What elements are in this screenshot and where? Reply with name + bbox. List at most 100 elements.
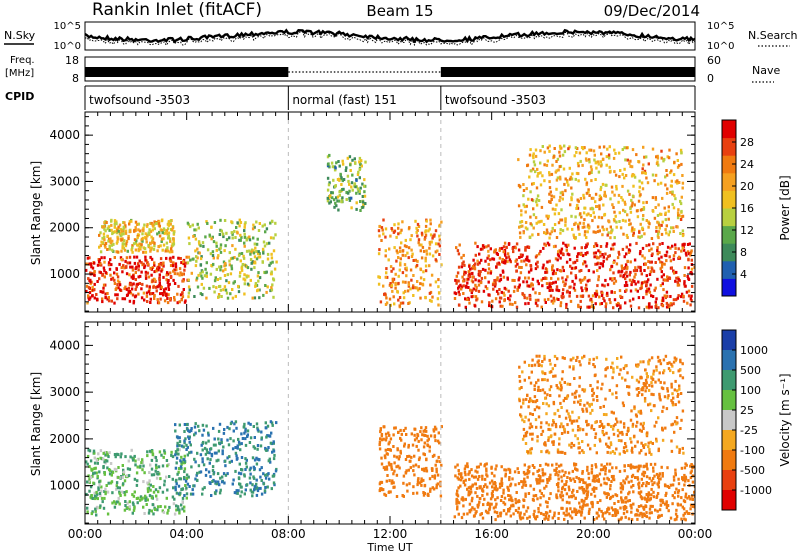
data-cell-power-6 [664,211,667,215]
data-cell-power-5 [555,285,559,289]
data-cell-velocity-0 [147,511,151,515]
data-cell-power-4 [414,258,417,262]
data-cell-power-2 [219,268,222,272]
data-cell-power-5 [657,257,661,261]
data-cell-power-5 [663,294,666,298]
data-cell-velocity-0 [171,477,174,481]
data-cell-velocity-0 [100,496,104,500]
data-cell-velocity-3 [631,473,635,477]
data-cell-power-4 [401,249,405,253]
data-cell-velocity-1 [201,433,204,437]
data-cell-power-5 [626,265,629,269]
data-cell-power-2 [243,222,247,226]
data-cell-power-4 [390,284,394,288]
data-cell-velocity-4 [630,409,633,413]
data-cell-velocity-3 [639,464,642,468]
data-cell-velocity-0 [145,496,148,500]
data-cell-velocity-1 [215,459,218,463]
data-cell-power-2 [271,260,274,264]
data-cell-velocity-0 [135,497,139,500]
data-cell-velocity-0 [101,500,104,504]
data-cell-power-1 [169,219,173,223]
data-cell-power-6 [582,221,585,225]
data-cell-velocity-0 [181,507,184,511]
data-cell-power-1 [116,250,119,254]
data-cell-velocity-2 [396,447,399,451]
data-cell-velocity-4 [642,446,646,449]
data-cell-velocity-3 [635,513,639,517]
data-cell-power-6 [677,213,680,217]
data-cell-velocity-4 [602,404,605,408]
data-cell-velocity-0 [125,490,128,494]
data-cell-power-0 [167,293,170,297]
data-cell-power-1 [112,242,115,246]
data-cell-velocity-0 [135,483,139,487]
data-cell-power-5 [605,293,609,297]
data-cell-velocity-0 [142,464,145,468]
data-cell-velocity-3 [581,486,584,489]
data-cell-power-3 [358,168,361,171]
data-cell-velocity-0 [99,449,103,453]
data-cell-power-6 [564,189,567,193]
data-cell-velocity-3 [620,490,623,494]
data-cell-power-2 [243,282,246,286]
data-cell-velocity-2 [423,453,426,457]
data-cell-velocity-3 [508,476,511,479]
data-cell-power-5 [569,299,573,303]
data-cell-power-6 [628,192,631,196]
data-cell-power-6 [569,175,573,179]
data-cell-velocity-3 [574,496,577,500]
data-cell-power-1 [149,221,152,225]
data-cell-velocity-0 [88,489,91,493]
data-cell-velocity-0 [102,465,105,468]
data-cell-power-2 [253,255,257,259]
data-cell-power-2 [239,259,242,263]
data-cell-power-5 [493,279,497,283]
data-cell-velocity-2 [417,439,420,443]
data-cell-velocity-3 [619,486,622,490]
data-cell-power-6 [626,158,629,162]
data-cell-power-2 [262,249,265,253]
data-cell-velocity-3 [672,478,676,482]
data-cell-power-5 [551,301,555,305]
data-cell-velocity-3 [657,483,660,487]
data-cell-power-2 [261,260,264,264]
data-cell-power-5 [498,288,501,291]
data-cell-power-5 [528,259,531,263]
data-cell-power-6 [517,158,520,162]
data-cell-velocity-1 [244,437,247,441]
data-cell-power-6 [638,185,641,189]
data-cell-power-5 [562,295,565,299]
data-cell-velocity-2 [412,485,415,489]
data-cell-power-6 [564,223,567,227]
data-cell-power-6 [563,150,567,154]
data-cell-power-6 [641,217,645,221]
data-cell-velocity-1 [182,445,185,449]
data-cell-power-6 [529,148,532,152]
data-cell-power-3 [357,170,360,174]
data-cell-velocity-3 [466,512,469,516]
data-cell-power-5 [594,302,597,306]
freq-unit: [MHz] [5,68,34,79]
data-cell-velocity-0 [139,495,143,499]
data-cell-velocity-4 [602,433,606,437]
data-cell-power-6 [680,151,683,155]
data-cell-power-5 [546,286,549,290]
data-cell-velocity-3 [688,512,691,515]
data-cell-power-4 [431,254,435,258]
data-cell-power-2 [219,246,222,250]
data-cell-velocity-3 [603,481,606,485]
data-cell-velocity-0 [98,506,102,510]
data-cell-power-6 [577,172,580,176]
data-cell-power-5 [587,269,591,273]
data-cell-velocity-0 [150,458,154,462]
data-cell-power-6 [631,148,635,152]
data-cell-power-2 [265,242,269,246]
data-cell-velocity-1 [221,449,224,453]
data-cell-velocity-3 [592,474,595,478]
data-cell-power-5 [511,302,514,306]
data-cell-power-0 [152,285,155,289]
data-cell-velocity-0 [152,512,155,516]
data-cell-power-6 [645,155,648,159]
data-cell-velocity-1 [193,433,196,437]
